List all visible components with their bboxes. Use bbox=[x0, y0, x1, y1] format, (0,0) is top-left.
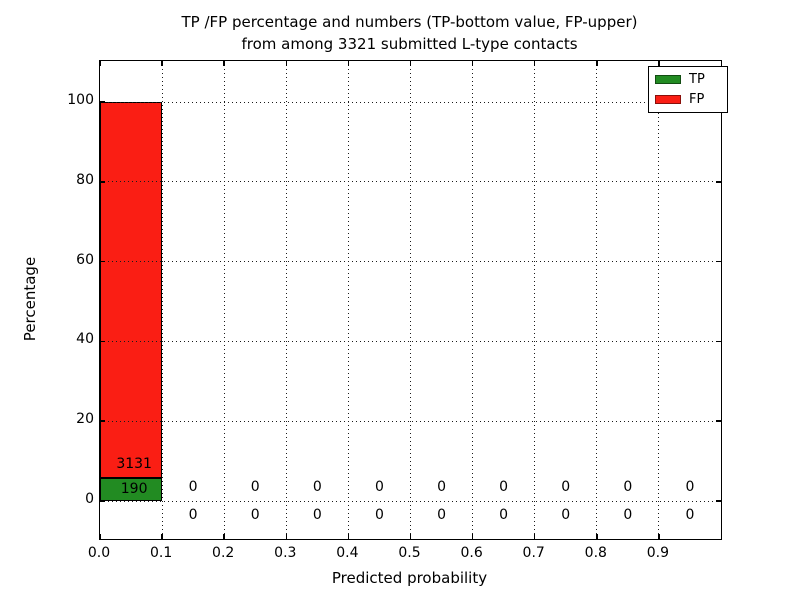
x-tick-label: 0.1 bbox=[149, 545, 173, 561]
bar-count-label: 0 bbox=[623, 478, 633, 495]
x-gridline bbox=[534, 61, 536, 539]
x-tick-label: 0.8 bbox=[584, 545, 607, 561]
bar-count-label: 0 bbox=[623, 506, 633, 523]
y-tick-mark bbox=[100, 101, 105, 103]
x-tick-mark bbox=[161, 534, 163, 539]
x-tick-mark bbox=[533, 534, 536, 539]
legend: TP FP bbox=[648, 66, 728, 113]
bar-count-label: 0 bbox=[188, 506, 198, 523]
x-tick-mark bbox=[223, 61, 225, 66]
bar-segment-tp bbox=[100, 478, 163, 501]
x-tick-mark bbox=[409, 534, 412, 539]
x-tick-label: 0.7 bbox=[522, 545, 545, 561]
bar-count-label: 190 bbox=[120, 481, 148, 498]
x-tick-mark bbox=[658, 534, 660, 539]
x-tick-label: 0.2 bbox=[212, 545, 235, 561]
chart-title-line2: from among 3321 submitted L-type contact… bbox=[241, 35, 578, 53]
y-tick-label: 40 bbox=[76, 331, 94, 348]
x-gridline bbox=[161, 61, 163, 539]
y-tick-mark bbox=[716, 181, 721, 183]
legend-item-fp: FP bbox=[655, 92, 721, 107]
x-tick-mark bbox=[471, 61, 474, 66]
x-tick-mark bbox=[223, 534, 225, 539]
x-tick-mark bbox=[285, 534, 288, 539]
x-tick-label: 0.3 bbox=[274, 545, 297, 561]
x-axis-label: Predicted probability bbox=[331, 569, 488, 587]
bar-count-label: 0 bbox=[437, 506, 447, 523]
x-tick-label: 0.5 bbox=[398, 545, 421, 561]
bar-count-label: 0 bbox=[685, 478, 695, 495]
bar-count-label: 0 bbox=[685, 506, 695, 523]
y-tick-mark bbox=[100, 340, 105, 343]
x-tick-label: 0.6 bbox=[460, 545, 483, 561]
bar-count-label: 0 bbox=[499, 478, 509, 495]
x-gridline bbox=[347, 61, 349, 539]
x-tick-label: 0.9 bbox=[646, 545, 670, 561]
x-tick-label: 0.4 bbox=[336, 545, 359, 561]
x-tick-mark bbox=[347, 534, 350, 539]
x-tick-mark bbox=[658, 61, 660, 66]
bar-count-label: 0 bbox=[374, 478, 384, 495]
bar-count-label: 3131 bbox=[116, 455, 152, 472]
y-axis-label: Percentage bbox=[21, 256, 39, 342]
tp-swatch-icon bbox=[655, 75, 681, 84]
bar-count-label: 0 bbox=[561, 506, 571, 523]
x-tick-mark bbox=[471, 534, 474, 539]
chart-title: TP /FP percentage and numbers (TP-bottom… bbox=[99, 11, 720, 55]
y-tick-mark bbox=[100, 420, 105, 422]
bar-count-label: 0 bbox=[188, 478, 198, 495]
fp-swatch-icon bbox=[655, 95, 681, 104]
y-tick-mark bbox=[100, 500, 105, 502]
x-tick-mark bbox=[596, 534, 598, 539]
x-tick-label: 0.0 bbox=[87, 545, 111, 561]
x-tick-mark bbox=[409, 61, 412, 66]
bar-count-label: 0 bbox=[312, 478, 322, 495]
x-gridline bbox=[658, 61, 660, 539]
bar-count-label: 0 bbox=[437, 478, 447, 495]
y-tick-mark bbox=[716, 420, 721, 422]
x-tick-mark bbox=[99, 534, 101, 539]
y-tick-label: 80 bbox=[76, 171, 94, 188]
plot-area: TP FP 3131 190 0 0 0 0 0 0 0 0 0 0 0 0 0 0 0 0 0 0 bbox=[99, 60, 728, 540]
bar-count-label: 0 bbox=[250, 478, 260, 495]
bar-count-label: 0 bbox=[499, 506, 509, 523]
bar-count-label: 0 bbox=[250, 506, 260, 523]
x-tick-mark bbox=[99, 61, 101, 66]
x-gridline bbox=[596, 61, 598, 539]
x-tick-mark bbox=[161, 61, 163, 66]
legend-label-tp: TP bbox=[689, 72, 705, 87]
bar-count-label: 0 bbox=[312, 506, 322, 523]
y-tick-mark bbox=[716, 260, 721, 263]
x-gridline bbox=[285, 61, 287, 539]
y-tick-label: 20 bbox=[76, 411, 94, 428]
bar-count-label: 0 bbox=[561, 478, 571, 495]
x-tick-mark bbox=[596, 61, 598, 66]
x-tick-mark bbox=[533, 61, 536, 66]
y-tick-mark bbox=[716, 340, 721, 343]
legend-item-tp: TP bbox=[655, 72, 721, 87]
bar-segment-fp bbox=[100, 102, 163, 479]
chart-title-line1: TP /FP percentage and numbers (TP-bottom… bbox=[181, 13, 638, 31]
y-tick-label: 100 bbox=[67, 92, 94, 108]
x-tick-mark bbox=[347, 61, 350, 66]
bar-count-label: 0 bbox=[374, 506, 384, 523]
y-tick-mark bbox=[716, 500, 721, 502]
y-tick-mark bbox=[100, 181, 105, 183]
x-gridline bbox=[223, 61, 225, 539]
legend-label-fp: FP bbox=[689, 92, 705, 107]
x-tick-mark bbox=[285, 61, 288, 66]
x-gridline bbox=[472, 61, 474, 539]
x-gridline bbox=[410, 61, 411, 539]
y-tick-label: 60 bbox=[76, 251, 94, 268]
y-tick-mark bbox=[100, 260, 105, 263]
y-tick-label: 0 bbox=[85, 491, 94, 507]
